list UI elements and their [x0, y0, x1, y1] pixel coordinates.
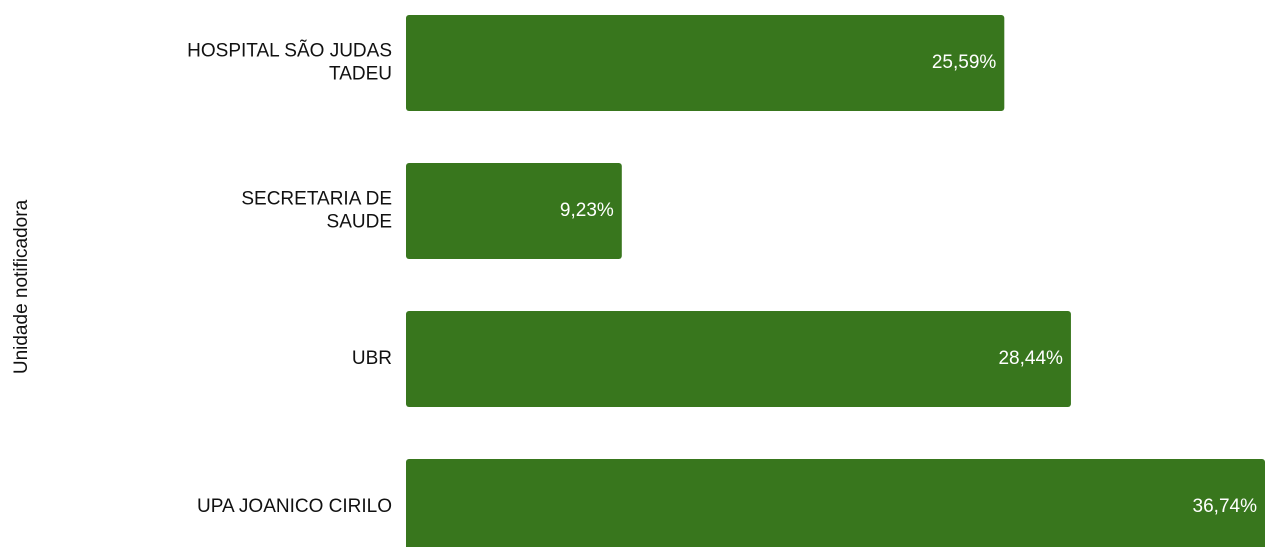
- value-label: 25,59%: [932, 52, 997, 73]
- bar: [406, 163, 622, 259]
- bar: [406, 311, 1071, 407]
- value-label: 36,74%: [1193, 496, 1258, 517]
- y-axis-title: Unidade notificadora: [11, 199, 32, 374]
- category-label: SECRETARIA DE SAUDE: [241, 189, 392, 233]
- bar: [406, 459, 1265, 547]
- value-label: 28,44%: [998, 348, 1063, 369]
- category-label: UBR: [352, 348, 392, 369]
- category-label: HOSPITAL SÃO JUDAS TADEU: [187, 40, 392, 85]
- value-label: 9,23%: [560, 200, 614, 221]
- bar: [406, 15, 1005, 111]
- category-label: UPA JOANICO CIRILO: [197, 496, 392, 517]
